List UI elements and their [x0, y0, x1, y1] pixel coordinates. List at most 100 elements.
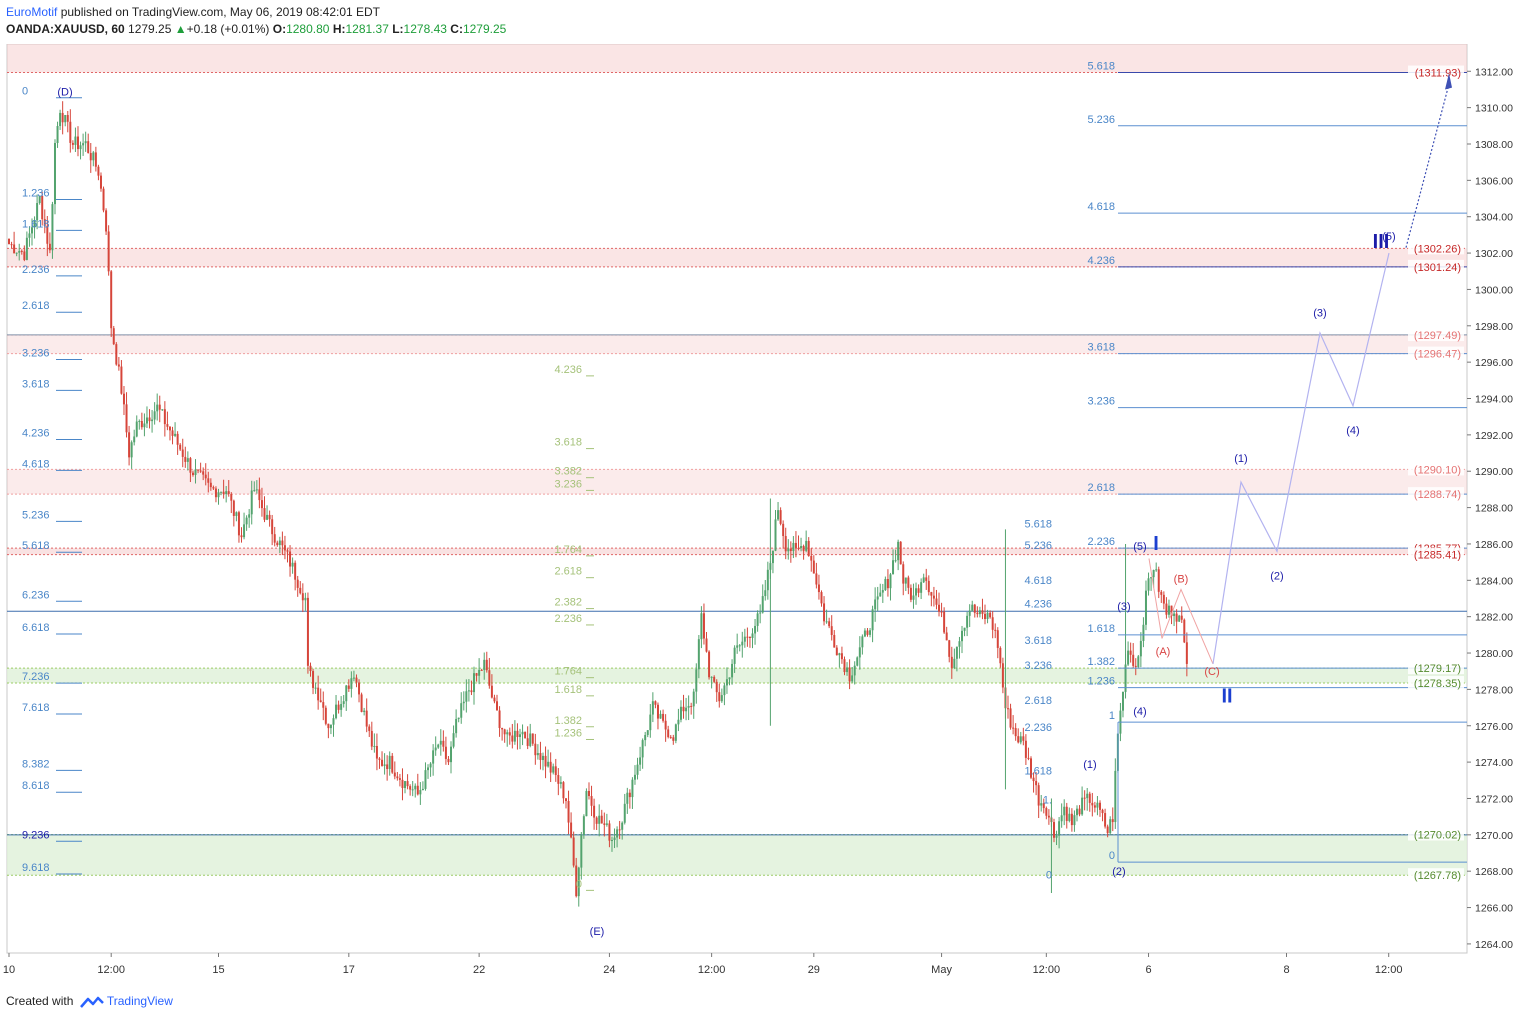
zone-band — [7, 248, 1467, 267]
candle-body — [414, 785, 417, 790]
price-label-text: (1301.24) — [1414, 262, 1461, 274]
tradingview-brand[interactable]: TradingView — [106, 994, 173, 1008]
candle-body — [1144, 590, 1147, 625]
candle-body — [902, 564, 905, 584]
close-label: C: — [450, 22, 463, 36]
candle-body — [899, 541, 902, 565]
projection-label: (4) — [1346, 425, 1359, 437]
candle-body — [1068, 813, 1071, 821]
wave-label: (C) — [1204, 666, 1219, 678]
candle-body — [434, 747, 437, 751]
candle-body — [994, 629, 997, 631]
candle-body — [971, 604, 974, 611]
x-tick-label: 22 — [473, 964, 485, 976]
candle-body — [209, 482, 212, 488]
candle-body — [1185, 642, 1188, 664]
fib-small-label: 5.236 — [1024, 540, 1052, 552]
candle-body — [968, 610, 971, 616]
candle-body — [416, 785, 419, 795]
candle-body — [171, 430, 174, 436]
price-chart[interactable]: 1264.00 1266.00 1268.00 1270.00 1272.00 1274.… — [0, 44, 1532, 986]
fib-left-label: 5.618 — [22, 540, 50, 552]
candle-body — [708, 651, 711, 678]
candle-body — [230, 493, 233, 501]
wave-label: (D) — [57, 86, 72, 98]
candle-body — [1073, 815, 1076, 826]
fib-mid-label: 1.236 — [554, 727, 582, 739]
candle-body — [1014, 728, 1017, 737]
candle-body — [197, 469, 200, 471]
candle-body — [600, 815, 603, 824]
candle-body — [352, 677, 355, 679]
candle-body — [605, 823, 608, 825]
candle-body — [309, 665, 312, 672]
candle-body — [930, 592, 933, 596]
candle-body — [590, 796, 593, 806]
fib-small-label: 2.236 — [1024, 722, 1052, 734]
x-tick-label: 12:00 — [1375, 964, 1403, 976]
fib-mid-label: 2.236 — [554, 613, 582, 625]
candle-body — [636, 764, 639, 775]
candle-body — [766, 569, 769, 591]
candle-body — [748, 636, 751, 638]
chart-canvas[interactable]: 1264.00 1266.00 1268.00 1270.00 1272.00 1274.… — [0, 44, 1532, 986]
candle-body — [20, 250, 23, 252]
candle-body — [672, 737, 675, 741]
candle-body — [258, 489, 261, 501]
candle-body — [82, 143, 85, 146]
fib-small-label: 1.618 — [1024, 766, 1052, 778]
candle-body — [117, 364, 120, 367]
candle-body — [702, 613, 705, 639]
candle-body — [312, 671, 315, 688]
candle-body — [1052, 822, 1055, 838]
candle-body — [976, 612, 979, 615]
candle-body — [186, 458, 189, 462]
candle-body — [363, 710, 366, 712]
candle-body — [250, 490, 253, 515]
candle-body — [848, 667, 851, 682]
candle-body — [404, 781, 407, 788]
candle-body — [319, 700, 322, 703]
candle-body — [572, 837, 575, 866]
candle-body — [1121, 691, 1124, 711]
candle-body — [897, 541, 900, 561]
candle-body — [232, 500, 235, 516]
open-value: 1280.80 — [286, 22, 330, 36]
candle-body — [1070, 813, 1073, 826]
candle-body — [950, 656, 953, 668]
zone-band — [7, 548, 1467, 555]
candle-body — [559, 782, 562, 784]
candle-body — [953, 658, 956, 668]
candle-body — [335, 704, 338, 719]
candle-body — [623, 803, 626, 823]
candle-body — [628, 792, 631, 798]
y-tick-label: 1288.00 — [1475, 503, 1513, 515]
candle-body — [1147, 578, 1150, 591]
candle-body — [580, 835, 583, 868]
price-label-bg — [1408, 346, 1464, 360]
candle-body — [812, 560, 815, 574]
candle-body — [478, 669, 481, 676]
fib-mid-label: 2.618 — [554, 566, 582, 578]
candle-body — [1157, 569, 1160, 592]
fib-left-label: 0 — [22, 86, 28, 98]
y-tick-label: 1276.00 — [1475, 721, 1513, 733]
candle-body — [746, 636, 749, 638]
candle-body — [723, 685, 726, 696]
candle-body — [825, 621, 828, 623]
fib-mid-label: 3.618 — [554, 437, 582, 449]
candle-body — [473, 673, 476, 693]
candle-body — [743, 636, 746, 642]
candle-body — [879, 592, 882, 597]
candle-body — [646, 730, 649, 735]
candle-body — [920, 582, 923, 593]
candle-body — [71, 142, 74, 145]
candle-body — [271, 519, 274, 535]
candle-body — [575, 865, 578, 897]
candle-body — [110, 271, 113, 329]
candle-body — [567, 801, 570, 823]
candle-body — [511, 735, 514, 742]
candle-body — [340, 703, 343, 710]
author-link[interactable]: EuroMotif — [6, 5, 58, 19]
fib-left-label: 7.236 — [22, 671, 50, 683]
